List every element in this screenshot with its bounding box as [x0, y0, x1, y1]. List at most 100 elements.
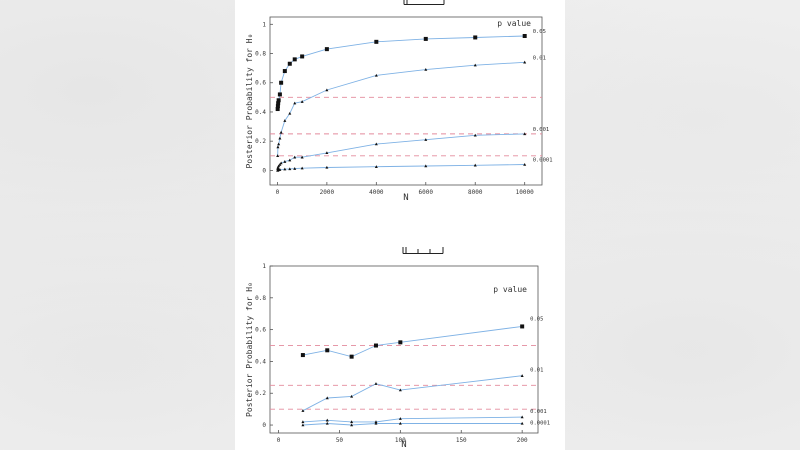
series-label: 0.01	[533, 55, 546, 61]
data-point-triangle	[278, 162, 282, 166]
data-point-square	[373, 343, 378, 348]
data-point-square	[398, 340, 403, 345]
x-tick-label: 100	[395, 437, 406, 444]
data-point-square	[276, 101, 281, 106]
x-tick-label: 150	[456, 437, 467, 444]
series-line	[277, 133, 525, 169]
data-point-triangle	[301, 409, 305, 412]
data-point-square	[287, 61, 292, 66]
data-point-triangle	[520, 374, 524, 377]
data-point-square	[473, 35, 478, 40]
data-point-triangle	[424, 67, 428, 71]
data-point-triangle	[293, 101, 297, 105]
data-point-triangle	[325, 421, 329, 425]
data-point-triangle	[300, 100, 304, 103]
series-label: 0.0001	[533, 158, 553, 164]
data-point-triangle	[283, 119, 287, 122]
data-point-square	[325, 348, 330, 353]
series-label: 0.0001	[530, 420, 550, 426]
data-point-triangle	[374, 142, 378, 146]
data-point-square	[374, 39, 379, 44]
middle-scale-bar-glyph	[402, 247, 444, 254]
data-point-triangle	[325, 88, 329, 92]
y-tick-label: 0.6	[255, 80, 266, 87]
series-line	[302, 325, 523, 358]
data-point-square	[282, 69, 287, 74]
x-tick-label: 0	[276, 189, 280, 196]
data-point-triangle	[473, 63, 477, 67]
y-tick-label: 0.4	[255, 109, 266, 116]
data-point-triangle	[288, 111, 292, 115]
data-point-triangle	[398, 388, 402, 392]
data-point-triangle	[520, 415, 524, 419]
x-tick-label: 4000	[369, 189, 384, 196]
data-point-triangle	[398, 421, 402, 425]
data-point-square	[522, 33, 527, 38]
data-point-triangle	[523, 132, 527, 136]
data-point-triangle	[350, 420, 354, 424]
series-label: 0.001	[533, 127, 550, 133]
x-tick-label: 2000	[320, 189, 335, 196]
legend-title: p value	[497, 19, 531, 28]
data-point-triangle	[276, 154, 280, 157]
x-axis-label: N	[401, 440, 406, 450]
data-point-triangle	[300, 155, 304, 159]
data-point-triangle	[325, 396, 329, 400]
data-point-triangle	[277, 142, 281, 146]
paper-page	[235, 0, 565, 450]
data-point-triangle	[301, 423, 305, 427]
y-tick-label: 0	[262, 167, 266, 174]
x-tick-label: 6000	[419, 189, 434, 196]
plot-frame	[269, 265, 539, 434]
legend-title: p value	[493, 285, 527, 294]
y-tick-label: 0.2	[255, 390, 266, 397]
x-tick-label: 0	[277, 437, 281, 444]
data-point-square	[275, 104, 280, 109]
data-point-square	[276, 98, 281, 103]
series-label: 0.05	[533, 29, 546, 35]
y-tick-label: 0	[262, 422, 266, 429]
y-tick-label: 0.4	[255, 358, 266, 365]
data-point-triangle	[325, 151, 329, 155]
data-point-triangle	[279, 130, 283, 134]
data-point-triangle	[424, 164, 428, 168]
series-label: 0.01	[530, 368, 543, 374]
x-tick-label: 8000	[468, 189, 483, 196]
data-point-triangle	[279, 161, 283, 165]
data-point-triangle	[374, 165, 378, 168]
y-tick-label: 1	[262, 21, 266, 28]
data-point-square	[324, 47, 329, 52]
x-tick-label: 50	[336, 437, 344, 444]
data-point-triangle	[520, 421, 524, 425]
series-line	[302, 416, 523, 423]
y-tick-label: 0.6	[255, 327, 266, 334]
data-point-triangle	[301, 420, 305, 424]
data-point-triangle	[374, 421, 378, 425]
data-point-triangle	[350, 423, 354, 427]
data-point-triangle	[283, 167, 287, 171]
data-point-triangle	[374, 73, 378, 77]
series-line	[277, 164, 525, 171]
data-point-triangle	[293, 155, 297, 159]
data-point-triangle	[288, 158, 292, 162]
data-point-triangle	[523, 162, 527, 166]
plot-frame	[269, 16, 543, 186]
data-point-triangle	[374, 420, 378, 424]
data-point-triangle	[374, 382, 378, 385]
data-point-square	[520, 324, 525, 329]
data-point-square	[423, 36, 428, 41]
top-scale-bar-glyph	[403, 0, 445, 5]
data-point-triangle	[325, 418, 329, 422]
data-point-triangle	[300, 166, 304, 170]
data-point-square	[275, 107, 280, 112]
x-tick-label: 10000	[516, 189, 534, 196]
data-point-triangle	[283, 160, 287, 163]
data-point-triangle	[277, 164, 281, 168]
data-point-triangle	[473, 133, 477, 137]
data-point-triangle	[278, 136, 282, 140]
y-tick-label: 0.2	[255, 138, 266, 145]
data-point-triangle	[398, 417, 402, 420]
series-line	[302, 375, 523, 412]
